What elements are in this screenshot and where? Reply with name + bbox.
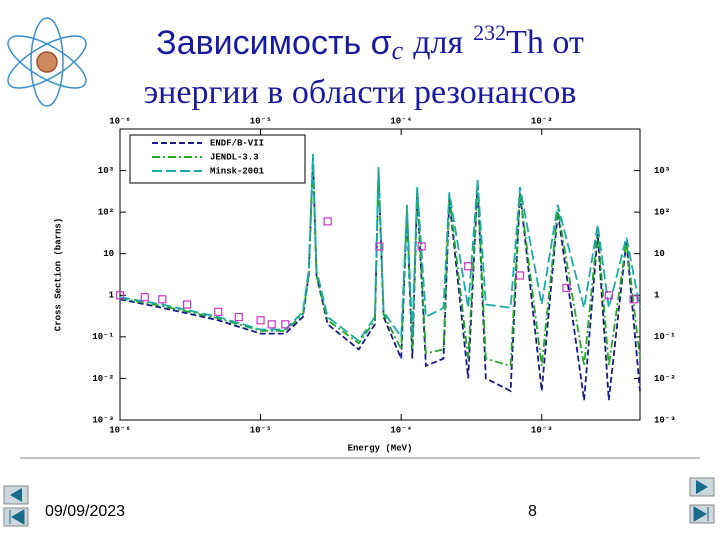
x-tick-label: 10⁻⁵ [250, 116, 272, 126]
title-part: для [413, 24, 463, 61]
y-tick-label: 10 [654, 249, 665, 259]
x-tick-label: 10⁻⁵ [250, 425, 272, 435]
data-point [323, 217, 332, 226]
legend-label: JENDL-3.3 [210, 152, 259, 162]
page-number: 8 [528, 503, 537, 520]
data-point [562, 283, 571, 293]
x-tick-label: 10⁻⁶ [109, 425, 131, 435]
data-point [140, 293, 149, 302]
data-point [515, 271, 525, 280]
nav-first[interactable] [3, 485, 29, 505]
x-tick-label: 10⁻⁴ [390, 116, 412, 126]
y-tick-label: 10⁻² [92, 374, 114, 384]
y-tick-label: 10² [98, 208, 114, 218]
series-line [119, 159, 641, 368]
y-axis-label: Cross Section (barns) [53, 218, 63, 331]
chart: 10⁻⁶ 10⁻⁶ 10⁻⁵ 10⁻⁵ 10⁻⁴ 10⁻⁴ 10⁻³ 10⁻³ 10⁻³ 10⁻³… [53, 116, 675, 453]
title-line-2: энергии в области резонансов [144, 74, 577, 111]
y-tick-label: 10⁻³ [92, 415, 114, 425]
x-tick-label: 10⁻³ [531, 116, 553, 126]
legend-label: ENDF/B-VII [210, 138, 264, 148]
y-tick-label: 10³ [654, 166, 670, 176]
data-point [604, 291, 613, 300]
data-point [214, 307, 223, 316]
y-tick-label: 10⁻¹ [92, 332, 114, 342]
data-point [182, 300, 192, 309]
y-tick-label: 10⁻¹ [654, 332, 676, 342]
plot-area [119, 128, 641, 421]
y-tick-label: 10² [654, 208, 670, 218]
y-tick-label: 10⁻² [654, 374, 676, 384]
x-tick-label: 10⁻⁶ [109, 116, 131, 126]
date: 09/09/2023 [45, 503, 125, 520]
y-tick-label: 1 [654, 291, 660, 301]
y-tick-label: 1 [109, 291, 115, 301]
y-tick-label: 10³ [98, 166, 114, 176]
title-line-1: Зависимость σc для 232Th от [156, 20, 584, 65]
x-tick-label: 10⁻⁴ [390, 425, 412, 435]
title-part: Зависимость σ [156, 24, 392, 62]
nav-prev[interactable] [3, 507, 29, 527]
data-point [115, 291, 125, 300]
title-part: Th от [506, 24, 584, 61]
data-point [464, 262, 473, 271]
legend-label: Minsk-2001 [210, 166, 265, 176]
x-tick-label: 10⁻³ [531, 425, 553, 435]
data-point [158, 295, 167, 304]
title-sup: 232 [473, 20, 506, 45]
title-sub: c [392, 36, 404, 65]
nav-last[interactable] [689, 504, 715, 524]
nav-next[interactable] [689, 477, 715, 497]
x-axis-label: Energy (MeV) [348, 443, 413, 453]
y-tick-label: 10⁻³ [654, 415, 676, 425]
data-point [234, 312, 243, 322]
legend-box [129, 134, 306, 184]
data-point [281, 320, 290, 329]
atom-icon [7, 17, 87, 107]
data-point [256, 316, 265, 325]
data-point [375, 242, 384, 251]
data-point [417, 242, 426, 251]
y-tick-label: 10 [103, 249, 114, 259]
data-point [267, 320, 276, 329]
data-point [629, 295, 638, 304]
